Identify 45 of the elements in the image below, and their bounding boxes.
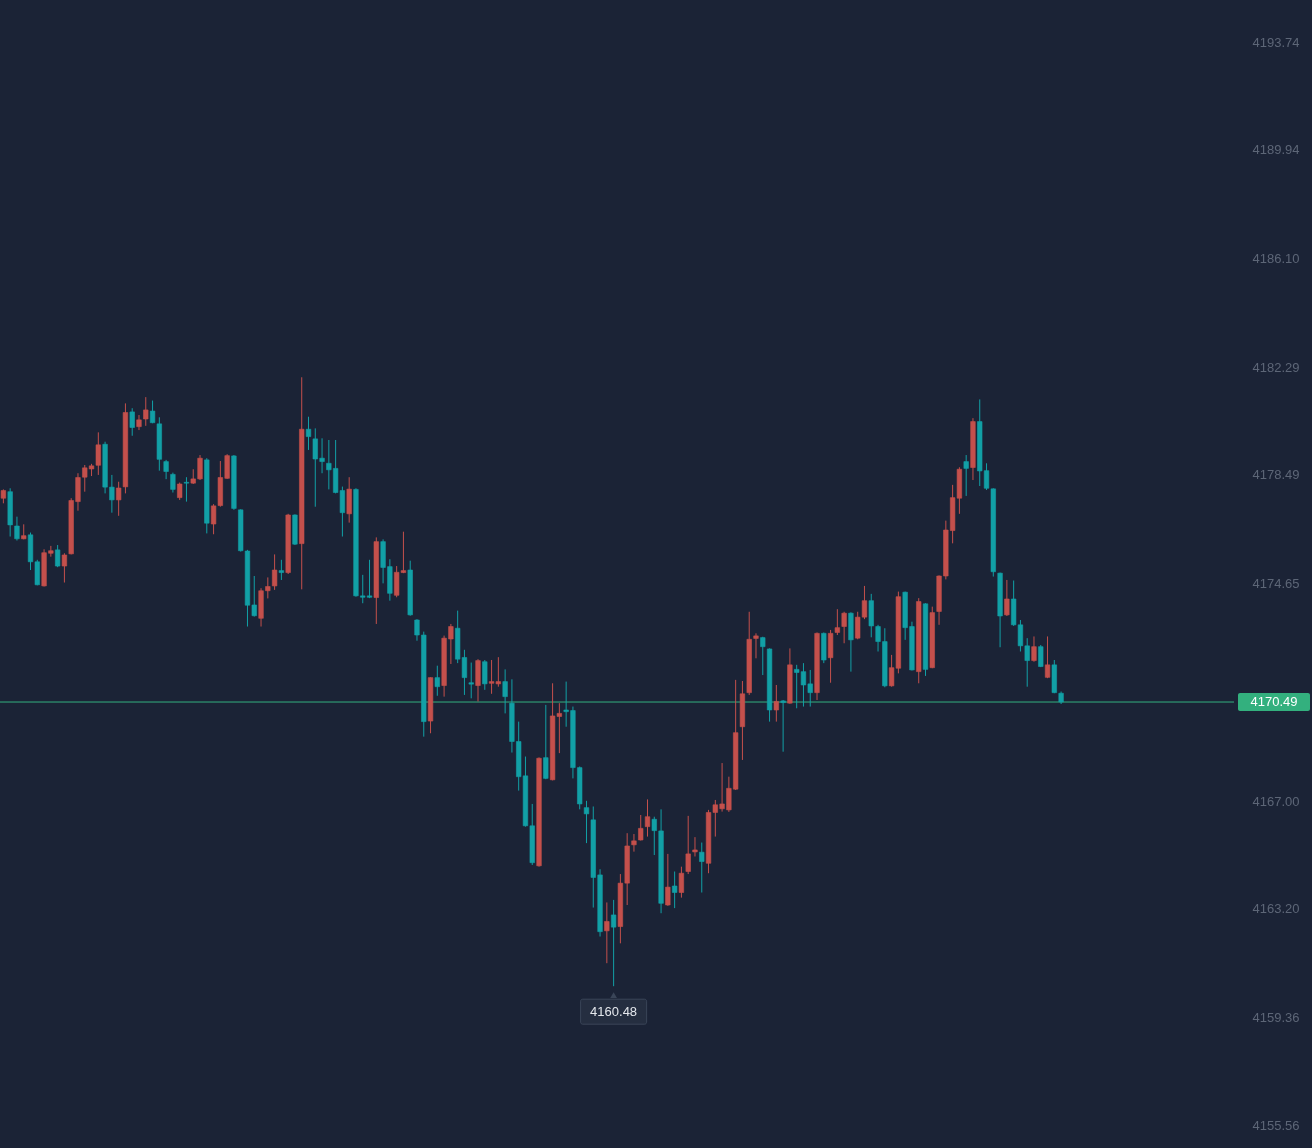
y-tick-label: 4167.00 — [1252, 793, 1300, 809]
candlestick — [61, 552, 68, 584]
candlestick — [665, 853, 671, 907]
candlestick — [543, 704, 549, 780]
candlestick — [1031, 635, 1037, 663]
candlestick — [1004, 579, 1010, 617]
candlestick — [1044, 635, 1051, 679]
annotation: 4160.48 — [590, 1003, 638, 1019]
candlestick — [672, 871, 678, 909]
candlestick — [841, 611, 847, 644]
y-tick-label: 4189.94 — [1252, 142, 1300, 158]
candlestick — [604, 901, 610, 964]
candlestick — [170, 472, 176, 494]
y-tick-label: 4182.29 — [1252, 359, 1300, 375]
y-tick-label: 4186.10 — [1252, 251, 1300, 267]
candlestick — [163, 459, 169, 480]
y-tick-label: 4159.36 — [1252, 1010, 1300, 1026]
y-tick-label: 4174.65 — [1252, 576, 1300, 592]
candlestick — [834, 608, 840, 636]
candlestick — [699, 842, 705, 894]
candlestick — [468, 662, 474, 699]
candlestick — [502, 668, 508, 714]
y-tick-label: 4178.49 — [1252, 467, 1300, 483]
ref-line-label: 4170.49 — [1250, 694, 1298, 710]
y-tick-label: 4155.56 — [1252, 1118, 1300, 1134]
candlestick — [963, 454, 969, 497]
candlestick — [434, 665, 440, 697]
y-tick-label: 4193.74 — [1252, 34, 1300, 50]
candlestick — [305, 416, 312, 451]
candlestick — [692, 836, 698, 857]
candlestick — [611, 899, 617, 987]
candlestick — [129, 407, 135, 437]
candlestick — [760, 636, 766, 676]
y-tick-label: 4163.20 — [1252, 901, 1300, 917]
candlestick — [644, 798, 651, 838]
candlestick — [780, 699, 786, 753]
candlestick — [116, 481, 122, 517]
candlestick — [183, 476, 190, 503]
candlestick — [753, 632, 759, 659]
candlestick — [482, 659, 488, 691]
candlestick — [773, 684, 779, 723]
candlestick — [678, 866, 685, 899]
candlestick — [278, 559, 284, 581]
candlestick — [685, 815, 691, 875]
candlestick — [583, 800, 590, 844]
